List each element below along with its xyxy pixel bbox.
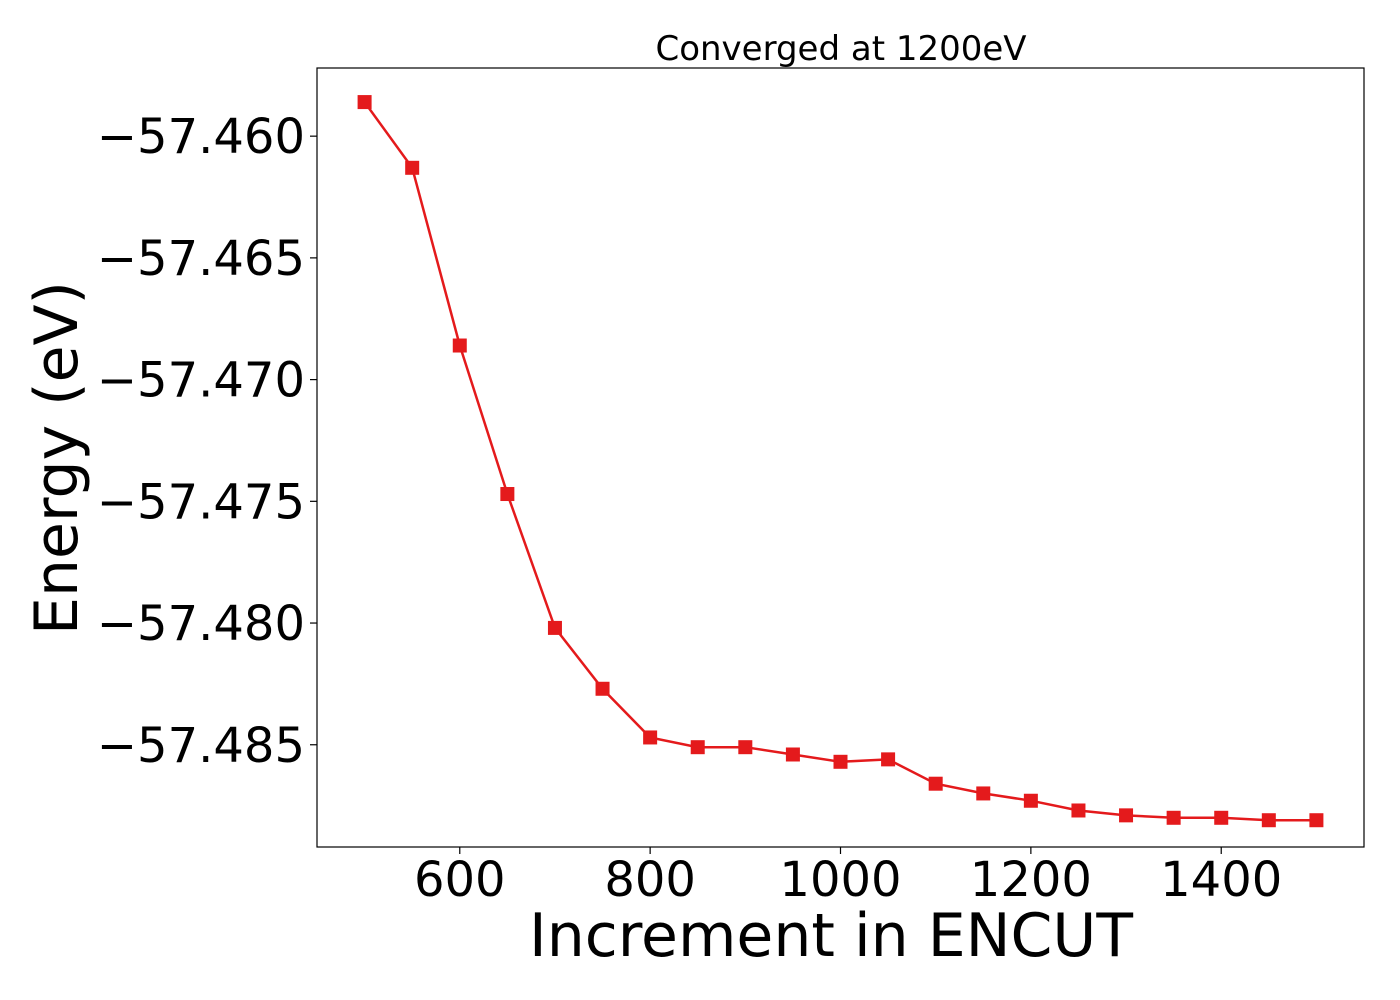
data-point [881,752,896,767]
data-point [500,487,515,502]
x-tick-label: 1400 [1160,852,1282,908]
data-point [452,338,467,353]
data-point [1119,808,1134,823]
x-tick-label: 1200 [970,852,1092,908]
data-point [833,754,848,769]
y-axis-ticks: −57.460 −57.465 −57.470 −57.475 −57.480 −57.4… [97,109,317,774]
x-axis-ticks: 600 800 1000 1200 1400 [414,847,1282,908]
data-point [1023,793,1038,808]
data-point [1166,810,1181,825]
series-layer [357,95,1324,828]
data-point [738,740,753,755]
data-point [595,681,610,696]
y-tick-label: −57.475 [97,474,305,530]
data-point [785,747,800,762]
series-line [363,101,1317,822]
data-point [357,95,372,110]
y-tick-label: −57.480 [97,596,305,652]
data-point [1071,803,1086,818]
data-point [1309,813,1324,828]
data-point [928,776,943,791]
data-point [1261,813,1276,828]
data-point [405,160,420,175]
y-tick-label: −57.485 [97,718,305,774]
y-tick-label: −57.470 [97,353,305,409]
data-point [976,786,991,801]
plot-frame [316,67,1365,848]
data-point [690,740,705,755]
x-tick-label: 1000 [779,852,901,908]
x-tick-label: 600 [414,852,506,908]
x-axis-title: Increment in ENCUT [529,901,1133,971]
data-point [643,730,658,745]
data-point [1214,810,1229,825]
data-point [547,620,562,635]
plot-area [316,67,1365,848]
y-tick-label: −57.465 [97,231,305,287]
x-tick-label: 800 [604,852,696,908]
chart-title: Converged at 1200eV [655,29,1026,69]
y-tick-label: −57.460 [97,109,305,165]
y-axis-title: Energy (eV) [22,281,92,635]
